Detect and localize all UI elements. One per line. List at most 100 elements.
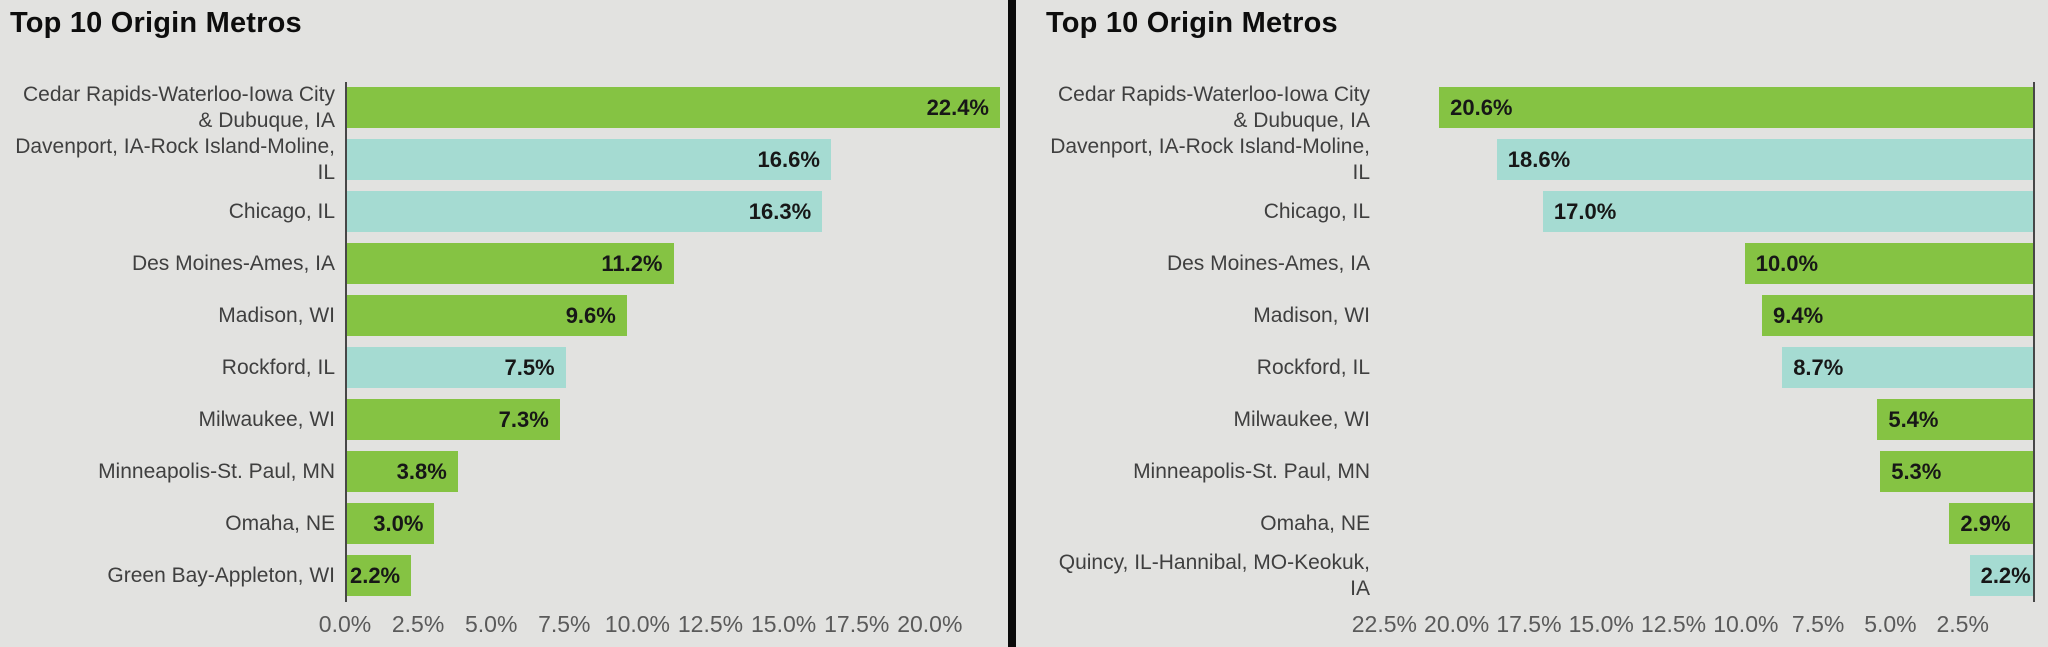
category-label: Omaha, NE bbox=[1260, 512, 1370, 536]
bar[interactable]: 17.0% bbox=[1542, 191, 2033, 232]
bar-row: Milwaukee, WI 7.3% bbox=[10, 394, 1008, 446]
axis-tick-label: 12.5% bbox=[677, 611, 744, 637]
bar-row: Omaha, NE 3.0% bbox=[10, 498, 1008, 550]
axis-tick-label: 0.0% bbox=[318, 611, 372, 637]
bar-chart: Cedar Rapids-Waterloo-Iowa City & Dubuqu… bbox=[1016, 82, 2048, 602]
category-label: Milwaukee, WI bbox=[198, 408, 335, 432]
bar[interactable]: 7.3% bbox=[347, 399, 560, 440]
axis-tick-label: 12.5% bbox=[1640, 611, 1707, 637]
bar-chart: Cedar Rapids-Waterloo-Iowa City & Dubuqu… bbox=[10, 82, 1008, 602]
plot-area: 17.0% bbox=[1380, 186, 2035, 238]
value-label: 7.5% bbox=[504, 354, 555, 380]
plot-area: 20.6% bbox=[1380, 82, 2035, 134]
bar[interactable]: 5.4% bbox=[1877, 399, 2033, 440]
category-label: Cedar Rapids-Waterloo-Iowa City & Dubuqu… bbox=[23, 83, 335, 132]
bar[interactable]: 7.5% bbox=[347, 347, 566, 388]
plot-area: 2.9% bbox=[1380, 498, 2035, 550]
category-label: Rockford, IL bbox=[221, 356, 335, 380]
bar[interactable]: 18.6% bbox=[1496, 139, 2033, 180]
plot-area: 8.7% bbox=[1380, 342, 2035, 394]
value-label: 3.0% bbox=[373, 510, 424, 536]
category-label: Chicago, IL bbox=[228, 200, 335, 224]
plot-area: 10.0% bbox=[1380, 238, 2035, 290]
category-label: Minneapolis-St. Paul, MN bbox=[1133, 460, 1370, 484]
axis-tick-label: 10.0% bbox=[1713, 611, 1779, 637]
bar-row: Minneapolis-St. Paul, MN 5.3% bbox=[1016, 446, 2048, 498]
x-axis: 22.5% 20.0% 17.5% 15.0% 12.5% 10.0% 7.5% 5.0% 2.… bbox=[1352, 602, 2035, 640]
category-label: Davenport, IA-Rock Island-Moline, IL bbox=[1050, 135, 1370, 184]
category-label: Minneapolis-St. Paul, MN bbox=[98, 460, 335, 484]
value-label: 20.6% bbox=[1450, 94, 1513, 120]
bar[interactable]: 11.2% bbox=[347, 243, 674, 284]
plot-area: 5.3% bbox=[1380, 446, 2035, 498]
category-label: Des Moines-Ames, IA bbox=[131, 252, 335, 276]
bar[interactable]: 22.4% bbox=[347, 87, 1000, 128]
plot-area: 16.3% bbox=[345, 186, 1000, 238]
plot-area: 18.6% bbox=[1380, 134, 2035, 186]
value-label: 11.2% bbox=[601, 250, 663, 276]
value-label: 2.9% bbox=[1960, 510, 2011, 536]
bar[interactable]: 16.6% bbox=[347, 139, 831, 180]
chart-title: Top 10 Origin Metros bbox=[10, 7, 302, 39]
plot-area: 7.5% bbox=[345, 342, 1000, 394]
bar[interactable]: 9.6% bbox=[347, 295, 627, 336]
value-label: 5.4% bbox=[1888, 406, 1939, 432]
bar[interactable]: 2.2% bbox=[1969, 555, 2033, 596]
bar-row: Milwaukee, WI 5.4% bbox=[1016, 394, 2048, 446]
axis-tick-label: 17.5% bbox=[1496, 611, 1562, 637]
plot-area: 9.6% bbox=[345, 290, 1000, 342]
value-label: 3.8% bbox=[396, 458, 447, 484]
chart-panel-left: Top 10 Origin Metros Cedar Rapids-Waterl… bbox=[0, 0, 1008, 647]
bar-row: Quincy, IL-Hannibal, MO-Keokuk, IA 2.2% bbox=[1016, 550, 2048, 602]
category-label: Chicago, IL bbox=[1263, 200, 1370, 224]
bar-row: Minneapolis-St. Paul, MN 3.8% bbox=[10, 446, 1008, 498]
category-label: Omaha, NE bbox=[225, 512, 335, 536]
plot-area: 3.0% bbox=[345, 498, 1000, 550]
bar-row: Omaha, NE 2.9% bbox=[1016, 498, 2048, 550]
bar[interactable]: 5.3% bbox=[1880, 451, 2033, 492]
bar-row: Chicago, IL 17.0% bbox=[1016, 186, 2048, 238]
value-label: 18.6% bbox=[1507, 146, 1571, 172]
bar-row: Green Bay-Appleton, WI 2.2% bbox=[10, 550, 1008, 602]
plot-area: 9.4% bbox=[1380, 290, 2035, 342]
value-label: 17.0% bbox=[1553, 198, 1617, 224]
category-label: Milwaukee, WI bbox=[1233, 408, 1370, 432]
bar-row: Des Moines-Ames, IA 11.2% bbox=[10, 238, 1008, 290]
bar[interactable]: 3.0% bbox=[347, 503, 435, 544]
bar-row: Davenport, IA-Rock Island-Moline, IL 16.6… bbox=[10, 134, 1008, 186]
plot-area: 11.2% bbox=[345, 238, 1000, 290]
bar[interactable]: 2.2% bbox=[347, 555, 412, 596]
axis-tick-label: 5.0% bbox=[1864, 611, 1917, 637]
category-label: Quincy, IL-Hannibal, MO-Keokuk, IA bbox=[1058, 551, 1370, 600]
bar[interactable]: 3.8% bbox=[347, 451, 458, 492]
axis-tick-label: 2.5% bbox=[1936, 611, 1989, 637]
category-label: Davenport, IA-Rock Island-Moline, IL bbox=[15, 135, 335, 184]
panel-divider bbox=[1008, 0, 1016, 647]
bar[interactable]: 8.7% bbox=[1782, 347, 2033, 388]
bar-row: Rockford, IL 7.5% bbox=[10, 342, 1008, 394]
plot-area: 5.4% bbox=[1380, 394, 2035, 446]
axis-tick-label: 15.0% bbox=[751, 611, 817, 637]
bar[interactable]: 2.9% bbox=[1949, 503, 2033, 544]
bar-row: Cedar Rapids-Waterloo-Iowa City & Dubuqu… bbox=[1016, 82, 2048, 134]
plot-area: 22.4% bbox=[345, 82, 1000, 134]
axis-tick-label: 2.5% bbox=[391, 611, 445, 637]
value-label: 2.2% bbox=[1980, 562, 2031, 588]
axis-tick-label: 17.5% bbox=[824, 611, 890, 637]
value-label: 5.3% bbox=[1891, 458, 1942, 484]
bar[interactable]: 9.4% bbox=[1762, 295, 2033, 336]
bar[interactable]: 20.6% bbox=[1439, 87, 2033, 128]
category-label: Madison, WI bbox=[218, 304, 335, 328]
bar-row: Chicago, IL 16.3% bbox=[10, 186, 1008, 238]
bar[interactable]: 10.0% bbox=[1744, 243, 2033, 284]
value-label: 9.4% bbox=[1773, 302, 1824, 328]
plot-area: 3.8% bbox=[345, 446, 1000, 498]
bar-row: Madison, WI 9.6% bbox=[10, 290, 1008, 342]
bar[interactable]: 16.3% bbox=[347, 191, 823, 232]
plot-area: 16.6% bbox=[345, 134, 1000, 186]
value-label: 16.3% bbox=[748, 198, 812, 224]
category-label: Green Bay-Appleton, WI bbox=[107, 564, 335, 588]
plot-area: 2.2% bbox=[1380, 550, 2035, 602]
bar-row: Des Moines-Ames, IA 10.0% bbox=[1016, 238, 2048, 290]
axis-tick-label: 20.0% bbox=[897, 611, 963, 637]
